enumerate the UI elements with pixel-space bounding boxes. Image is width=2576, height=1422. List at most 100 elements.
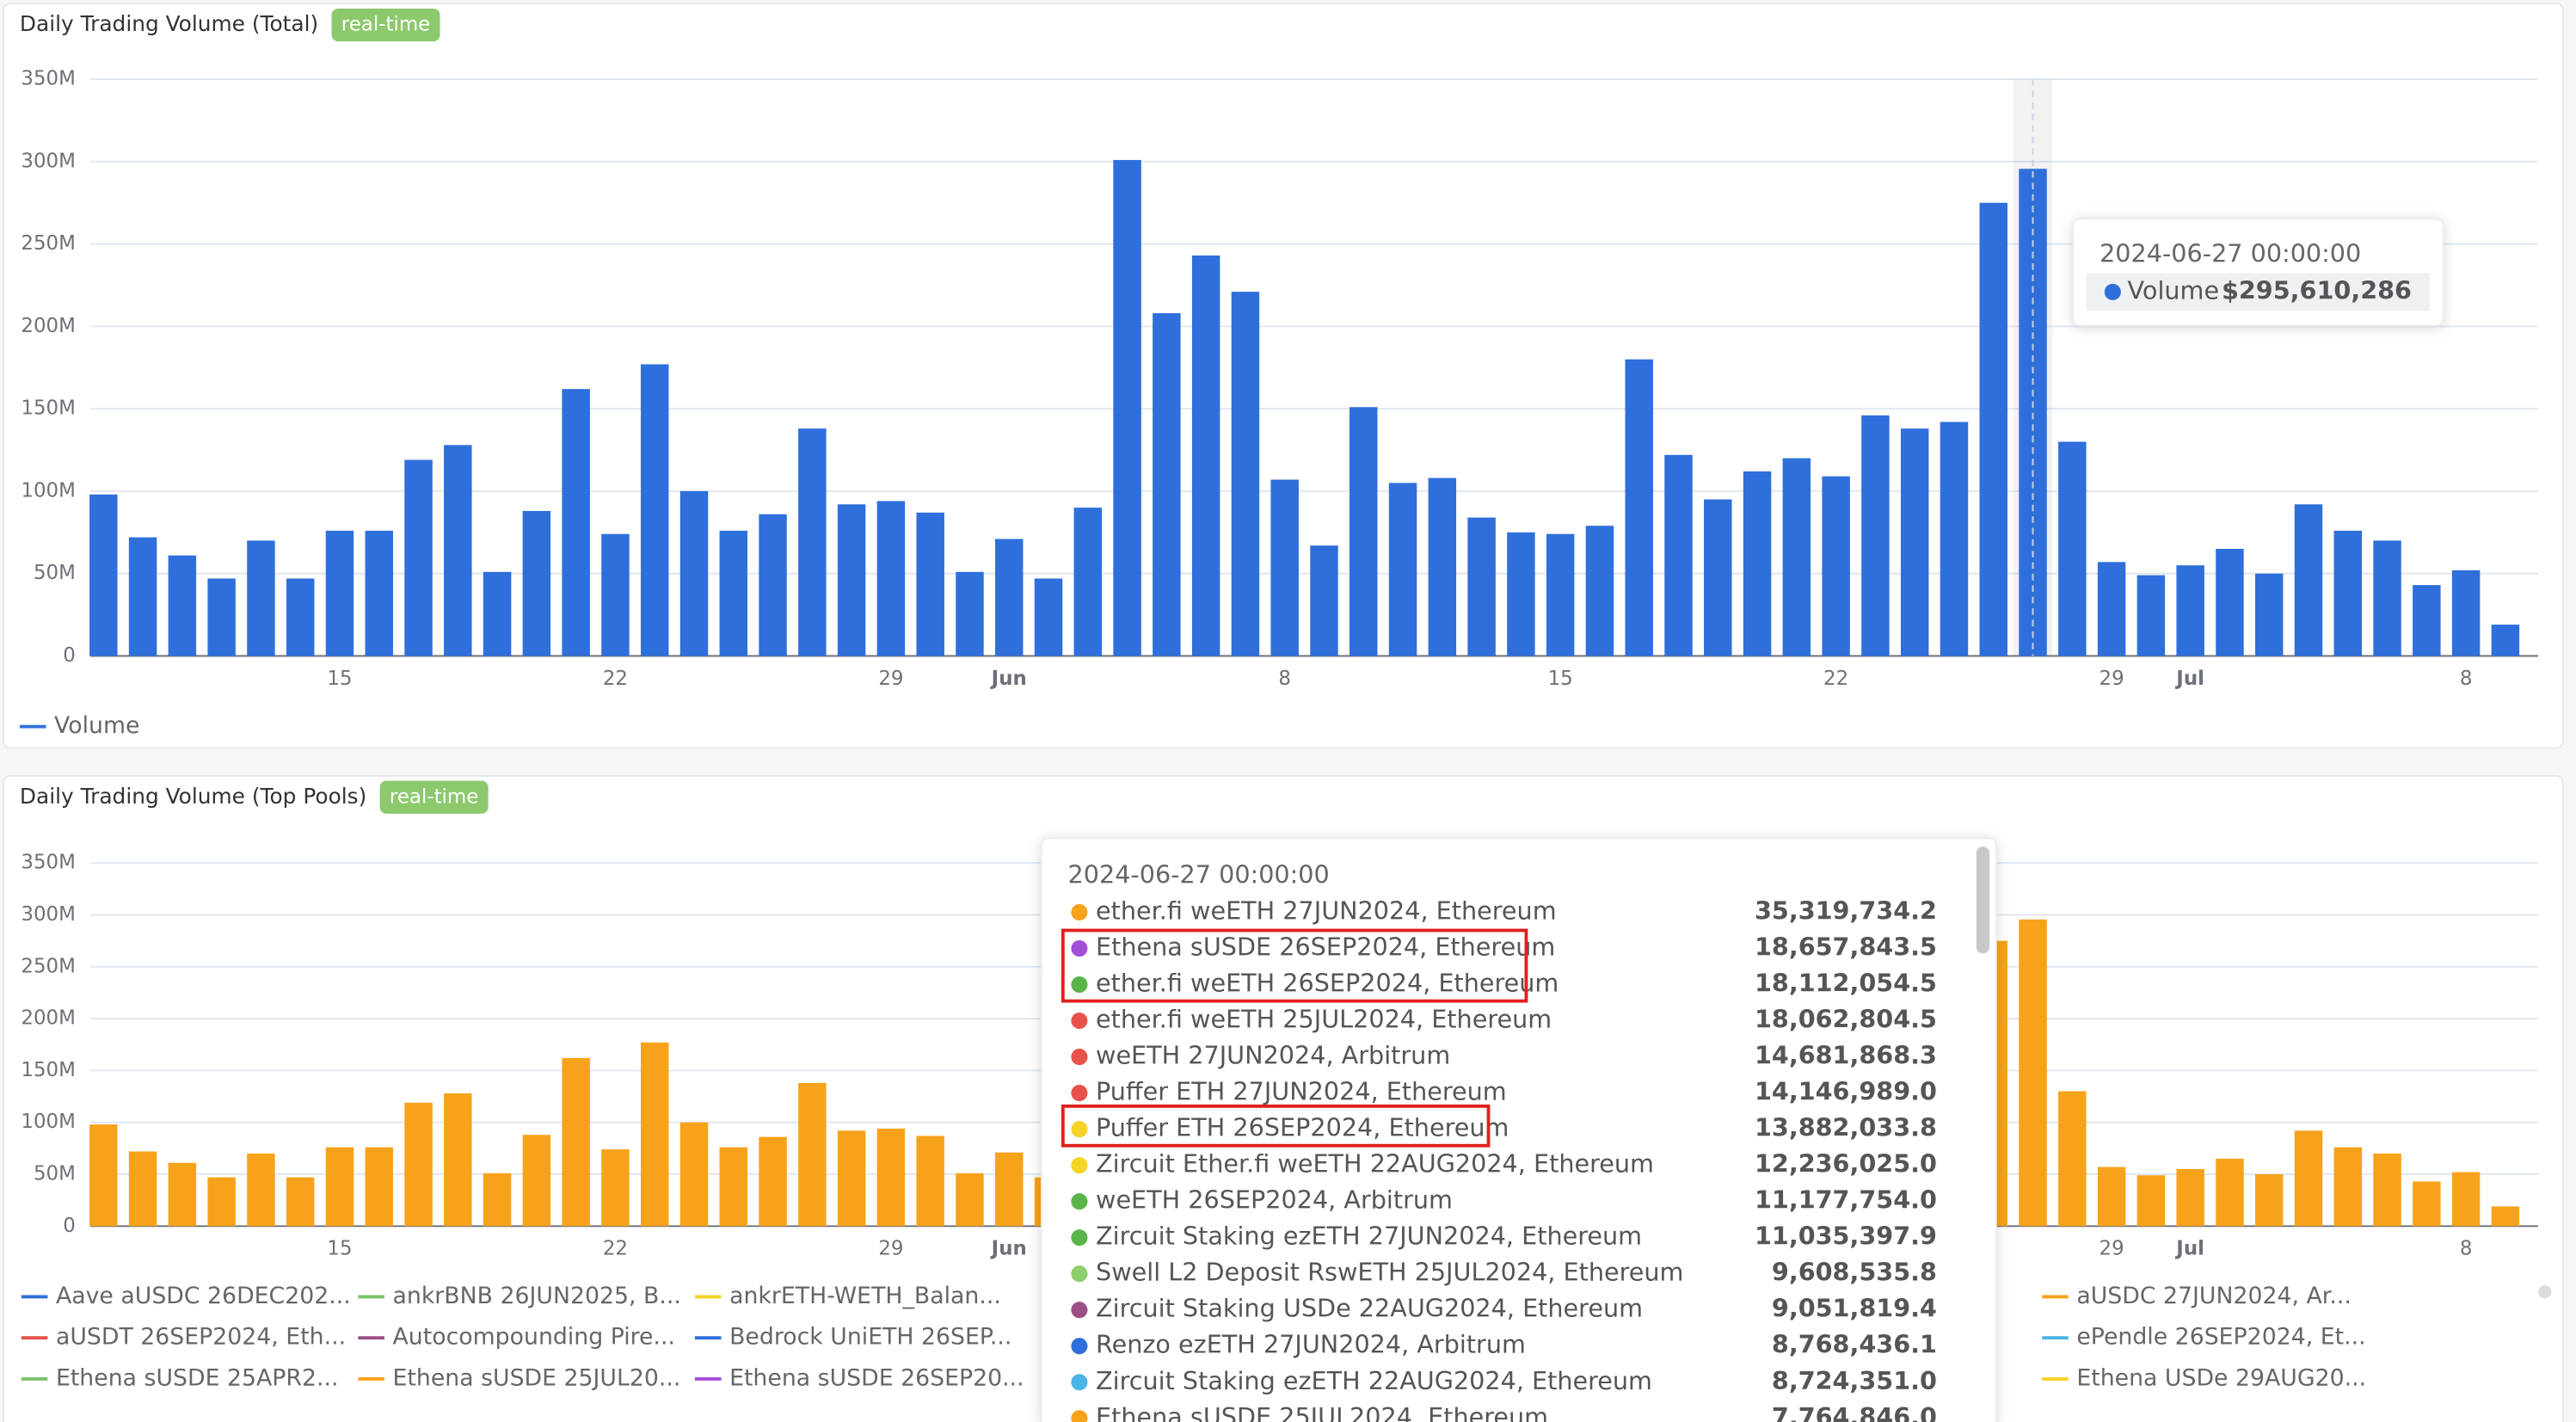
bar[interactable] xyxy=(247,1153,275,1227)
bar[interactable] xyxy=(247,540,275,656)
bar[interactable] xyxy=(1153,313,1181,656)
bar[interactable] xyxy=(876,1128,906,1227)
bar[interactable] xyxy=(1861,415,1890,656)
bar[interactable] xyxy=(1034,578,1063,656)
bar[interactable] xyxy=(2097,1167,2126,1227)
bar[interactable] xyxy=(1507,532,1535,656)
bar[interactable] xyxy=(798,428,827,656)
bar[interactable] xyxy=(2451,569,2481,656)
bar[interactable] xyxy=(1822,476,1850,656)
bar[interactable] xyxy=(1743,471,1772,656)
bar[interactable] xyxy=(89,1124,118,1227)
bar[interactable] xyxy=(1231,292,1260,656)
bar[interactable] xyxy=(2294,504,2323,656)
bar[interactable] xyxy=(1704,499,1732,656)
legend-label[interactable]: Autocompounding Pire... xyxy=(393,1324,676,1351)
bar[interactable] xyxy=(2097,562,2126,656)
bar[interactable] xyxy=(2294,1130,2323,1227)
bar[interactable] xyxy=(128,1151,157,1227)
bar[interactable] xyxy=(640,1042,669,1227)
legend-label[interactable]: ePendle 26SEP2024, Et... xyxy=(2076,1324,2365,1351)
bar[interactable] xyxy=(2019,919,2047,1227)
bar[interactable] xyxy=(1979,202,2007,656)
legend-label[interactable]: Bedrock UniETH 26SEP... xyxy=(729,1324,1011,1351)
bar[interactable] xyxy=(1900,428,1929,656)
bar[interactable] xyxy=(483,571,512,656)
bar[interactable] xyxy=(1073,508,1103,656)
bar[interactable] xyxy=(522,510,551,656)
bar[interactable] xyxy=(837,1130,866,1227)
bar[interactable] xyxy=(444,445,472,656)
bar[interactable] xyxy=(601,533,630,656)
bar[interactable] xyxy=(1428,477,1457,656)
bar[interactable] xyxy=(89,494,118,656)
bar[interactable] xyxy=(837,504,866,656)
bar[interactable] xyxy=(876,501,906,656)
bar[interactable] xyxy=(404,459,433,656)
bar[interactable] xyxy=(2176,1168,2204,1227)
bar[interactable] xyxy=(483,1173,512,1227)
bar[interactable] xyxy=(916,1136,944,1227)
bar[interactable] xyxy=(679,490,709,656)
legend-label[interactable]: aUSDC 27JUN2024, Ar... xyxy=(2076,1283,2352,1309)
bar[interactable] xyxy=(522,1135,551,1227)
bar[interactable] xyxy=(2491,1206,2520,1227)
bar[interactable] xyxy=(2216,549,2244,656)
legend-label[interactable]: ankrBNB 26JUN2025, B... xyxy=(393,1283,681,1309)
bar[interactable] xyxy=(562,389,590,656)
bar[interactable] xyxy=(1940,422,1969,656)
bar[interactable] xyxy=(2333,1147,2363,1227)
bar[interactable] xyxy=(1388,483,1417,656)
bar[interactable] xyxy=(1467,517,1496,656)
bar[interactable] xyxy=(916,512,944,656)
bar[interactable] xyxy=(404,1102,433,1227)
bar[interactable] xyxy=(2373,540,2401,656)
bar[interactable] xyxy=(325,530,354,656)
bar[interactable] xyxy=(1191,255,1220,656)
bar[interactable] xyxy=(2058,441,2087,656)
bar[interactable] xyxy=(1664,454,1693,656)
bar[interactable] xyxy=(1113,159,1141,656)
bar[interactable] xyxy=(956,1173,984,1227)
bar[interactable] xyxy=(128,537,157,656)
bar[interactable] xyxy=(168,555,197,656)
bar[interactable] xyxy=(286,1177,315,1227)
bar[interactable] xyxy=(325,1147,354,1227)
bar[interactable] xyxy=(207,578,236,656)
bar[interactable] xyxy=(1625,359,1653,656)
bar[interactable] xyxy=(2254,1174,2284,1227)
bar[interactable] xyxy=(759,514,787,656)
legend-label[interactable]: Ethena sUSDE 25JUL20... xyxy=(393,1364,681,1391)
legend-label[interactable]: Volume xyxy=(54,712,139,739)
bar[interactable] xyxy=(562,1057,590,1227)
bar[interactable] xyxy=(2373,1153,2401,1227)
bar[interactable] xyxy=(1546,533,1575,656)
bar[interactable] xyxy=(2136,1175,2166,1227)
bar[interactable] xyxy=(444,1093,472,1227)
bar[interactable] xyxy=(956,571,984,656)
bar[interactable] xyxy=(798,1082,827,1227)
bar[interactable] xyxy=(207,1177,236,1227)
bar[interactable] xyxy=(995,539,1024,656)
bar[interactable] xyxy=(365,1147,394,1227)
legend-label[interactable]: Ethena sUSDE 25APR2... xyxy=(56,1364,339,1391)
bar[interactable] xyxy=(2413,585,2441,656)
bar[interactable] xyxy=(286,578,315,656)
bar[interactable] xyxy=(719,1147,748,1227)
bar[interactable] xyxy=(679,1122,709,1227)
legend-label[interactable]: aUSDT 26SEP2024, Eth... xyxy=(56,1324,346,1351)
legend-label[interactable]: Ethena sUSDE 26SEP20... xyxy=(729,1364,1024,1391)
bar[interactable] xyxy=(2176,565,2204,656)
bar[interactable] xyxy=(601,1149,630,1227)
bar[interactable] xyxy=(2333,530,2363,656)
bar[interactable] xyxy=(2216,1158,2244,1227)
bar[interactable] xyxy=(168,1162,197,1227)
bar[interactable] xyxy=(719,530,748,656)
bar[interactable] xyxy=(365,530,394,656)
legend-label[interactable]: Aave aUSDC 26DEC202... xyxy=(56,1283,351,1309)
bar[interactable] xyxy=(2136,575,2166,656)
bar[interactable] xyxy=(759,1136,787,1227)
bar[interactable] xyxy=(2254,573,2284,656)
bar[interactable] xyxy=(1349,407,1378,656)
bar[interactable] xyxy=(640,364,669,656)
